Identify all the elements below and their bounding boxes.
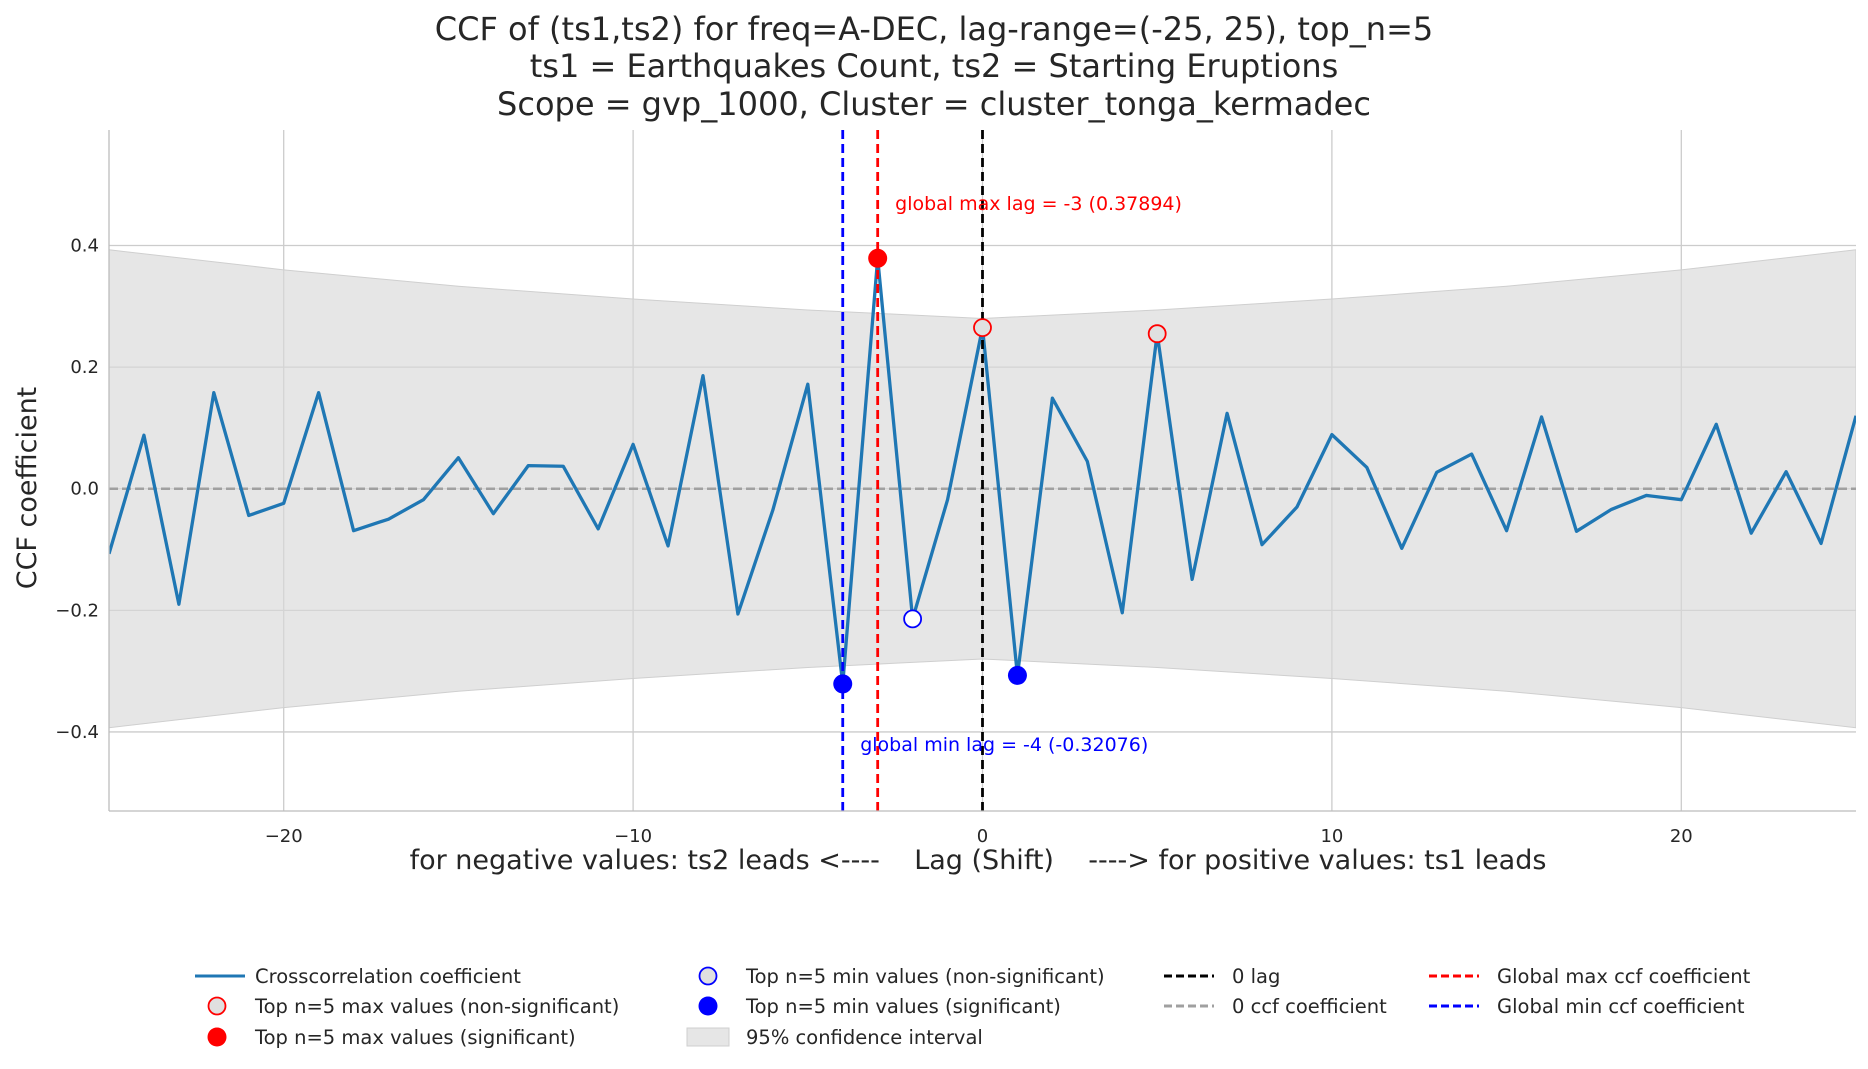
legend-max-sig-handle (207, 1027, 227, 1047)
global-max-annotation: global max lag = -3 (0.37894) (895, 193, 1182, 215)
x-tick-label: 20 (1670, 826, 1693, 847)
legend-global-max-label: Global max ccf coefficient (1497, 965, 1751, 988)
top-min-sig-point (833, 674, 853, 694)
legend-zero-ccf-label: 0 ccf coefficient (1232, 995, 1387, 1018)
y-tick-label: 0.4 (70, 236, 99, 257)
legend-global-min-label: Global min ccf coefficient (1497, 995, 1745, 1018)
legend-min-nonsig-label: Top n=5 min values (non-significant) (745, 965, 1105, 988)
legend-ci-label: 95% confidence interval (746, 1026, 983, 1049)
x-tick-label: 10 (1320, 826, 1343, 847)
legend-min-sig-label: Top n=5 min values (significant) (745, 995, 1061, 1018)
title-line-3: Scope = gvp_1000, Cluster = cluster_tong… (497, 85, 1371, 123)
legend-zero-lag-label: 0 lag (1232, 965, 1280, 988)
x-tick-label: 0 (977, 826, 988, 847)
legend-min-sig-handle (698, 996, 718, 1016)
legend-series-label: Crosscorrelation coefficient (255, 965, 521, 988)
plot-area: global max lag = -3 (0.37894) global min … (55, 130, 1856, 847)
x-tick-label: −10 (614, 826, 652, 847)
x-axis-label: for negative values: ts2 leads <---- Lag… (410, 845, 1547, 876)
chart-title: CCF of (ts1,ts2) for freq=A-DEC, lag-ran… (435, 10, 1433, 123)
top-min-nonsig-point (903, 609, 923, 629)
title-line-1: CCF of (ts1,ts2) for freq=A-DEC, lag-ran… (435, 10, 1433, 48)
top-max-nonsig-point (1147, 324, 1167, 344)
top-min-sig-point (1007, 665, 1027, 685)
top-max-sig-point (868, 248, 888, 268)
top-max-nonsig-point (973, 318, 992, 338)
y-tick-label: 0.0 (70, 479, 99, 500)
y-tick-label: −0.2 (55, 600, 99, 621)
legend-max-nonsig-label: Top n=5 max values (non-significant) (254, 995, 619, 1018)
y-tick-label: 0.2 (70, 357, 99, 378)
global-min-annotation: global min lag = -4 (-0.32076) (860, 734, 1148, 756)
y-axis-label: CCF coefficient (12, 387, 43, 590)
x-tick-label: −20 (265, 826, 303, 847)
legend-max-nonsig-handle (207, 996, 227, 1016)
legend: Crosscorrelation coefficient Top n=5 max … (195, 965, 1751, 1049)
title-line-2: ts1 = Earthquakes Count, ts2 = Starting … (530, 47, 1339, 85)
legend-ci-handle (686, 1027, 730, 1047)
legend-min-nonsig-handle (698, 966, 718, 986)
y-tick-label: −0.4 (55, 722, 99, 743)
legend-max-sig-label: Top n=5 max values (significant) (254, 1026, 576, 1049)
